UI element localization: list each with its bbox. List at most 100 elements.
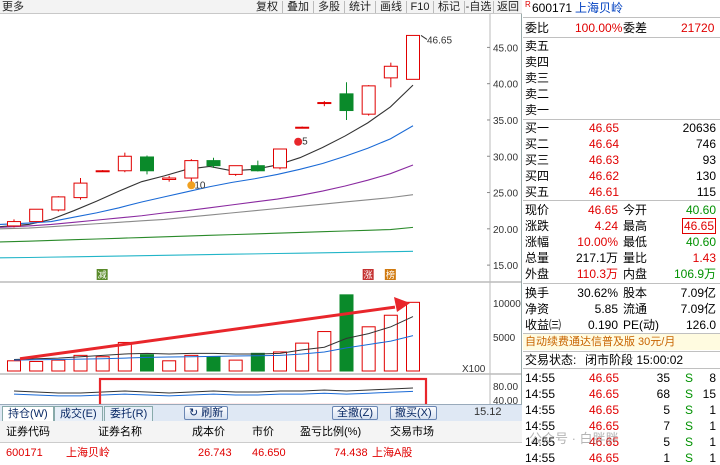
fuquan-button[interactable]: 复权 xyxy=(256,1,278,13)
candle[interactable] xyxy=(406,34,420,80)
kline-chart[interactable]: 45.00 40.00 35.00 30.00 25.00 20.00 15.00 10000… xyxy=(0,14,522,406)
multi-stock-button[interactable]: 多股 xyxy=(318,1,340,13)
promo-banner[interactable]: 自动续费通达信普及版 30元/月 xyxy=(523,334,720,350)
candle[interactable] xyxy=(250,160,265,172)
candle[interactable] xyxy=(273,148,287,170)
tag-zhang-icon[interactable] xyxy=(362,269,374,280)
toolbar-divider xyxy=(282,1,283,13)
col-profit-ratio[interactable]: 盈亏比例(%) xyxy=(300,426,362,438)
trade-side: S xyxy=(685,435,694,449)
mark-button[interactable]: 标记 xyxy=(438,1,460,13)
buy-price[interactable]: 46.61 xyxy=(589,185,620,199)
tab-orders[interactable]: 委托(R) xyxy=(104,406,154,421)
stat-label: 最低 xyxy=(623,235,648,249)
candle[interactable] xyxy=(184,159,199,184)
candle[interactable] xyxy=(140,155,154,175)
sell-row: 卖三 xyxy=(523,70,720,86)
remove-watchlist-button[interactable]: -自选 xyxy=(465,1,492,13)
candle[interactable] xyxy=(295,126,310,129)
tab-position[interactable]: 持仓(W) xyxy=(2,406,54,421)
cancel-all-button[interactable]: 全撤(Z) xyxy=(332,406,379,420)
more-button[interactable]: 更多 xyxy=(2,1,24,13)
col-cost[interactable]: 成本价 xyxy=(192,426,225,438)
rzrq-marker: R xyxy=(525,0,531,9)
candle[interactable] xyxy=(51,196,66,212)
position-panel: 持仓(W) 成交(E) 委托(R) ↻ 刷新 全撤(Z) 撤买(X) 15.12… xyxy=(0,404,522,465)
volume-bar[interactable] xyxy=(295,342,310,372)
stat-value: 217.1万 xyxy=(575,251,618,265)
refresh-icon: ↻ xyxy=(189,407,202,419)
trade-volume: 35 xyxy=(656,371,670,385)
tag-jian-icon[interactable] xyxy=(96,269,108,280)
candle[interactable] xyxy=(361,85,376,116)
buy-price[interactable]: 46.63 xyxy=(589,153,620,167)
volume-bar[interactable] xyxy=(73,354,88,372)
volume-bar[interactable] xyxy=(250,352,265,372)
col-name[interactable]: 证券名称 xyxy=(98,426,142,438)
volume-bar[interactable] xyxy=(184,354,199,372)
cancel-buy-button[interactable]: 撤买(X) xyxy=(390,406,437,420)
stat-label: 今开 xyxy=(623,203,648,217)
candle[interactable] xyxy=(206,157,221,168)
candle-body xyxy=(117,155,132,172)
candle[interactable] xyxy=(73,178,88,200)
event-marker-icon[interactable] xyxy=(187,181,196,190)
statistics-button[interactable]: 统计 xyxy=(349,1,371,13)
trade-price: 46.65 xyxy=(589,403,620,417)
volume-bar[interactable] xyxy=(228,359,243,372)
volume-bar[interactable] xyxy=(95,356,110,372)
buy-price[interactable]: 46.64 xyxy=(589,137,620,151)
volume-bar[interactable] xyxy=(7,360,21,372)
candle[interactable] xyxy=(7,219,21,228)
stat-label: 量比 xyxy=(623,251,648,265)
buy-volume: 20636 xyxy=(682,121,716,135)
volume-bar[interactable] xyxy=(29,360,44,372)
chart-toolbar: 更多 复权 叠加 多股 统计 画线 F10 标记 -自选 返回 xyxy=(0,0,522,14)
stock-code: 600171 xyxy=(532,1,573,15)
trade-time: 14:55 xyxy=(525,371,556,385)
volume-bar[interactable] xyxy=(339,294,354,372)
sell-label: 卖二 xyxy=(525,87,550,101)
table-row[interactable]: 600171 上海贝岭 26.743 46.650 74.438 上海A股 xyxy=(0,443,522,465)
volume-bar[interactable] xyxy=(206,356,221,372)
volume-bar[interactable] xyxy=(140,354,154,372)
volume-bar[interactable] xyxy=(51,359,66,372)
trade-price: 46.65 xyxy=(589,435,620,449)
candle[interactable] xyxy=(339,82,354,120)
overlay-button[interactable]: 叠加 xyxy=(287,1,309,13)
volume-bar[interactable] xyxy=(406,301,420,372)
candle[interactable] xyxy=(95,170,110,173)
divider xyxy=(523,351,720,352)
volume-bar[interactable] xyxy=(162,360,177,372)
weibi-row: 委比 100.00% 委差 21720 xyxy=(523,20,720,36)
f10-button[interactable]: F10 xyxy=(410,1,430,13)
candle[interactable] xyxy=(162,175,177,182)
tab-deals[interactable]: 成交(E) xyxy=(54,406,103,421)
tag-bang-icon[interactable] xyxy=(384,269,396,280)
col-market-price[interactable]: 市价 xyxy=(252,426,274,438)
volume-bar[interactable] xyxy=(317,331,332,372)
trade-side: S xyxy=(685,419,694,433)
candle[interactable] xyxy=(383,62,398,88)
toolbar-divider xyxy=(406,1,407,13)
candle[interactable] xyxy=(117,152,132,173)
volume-bar[interactable] xyxy=(383,314,398,372)
volume-bar[interactable] xyxy=(361,326,376,372)
col-market[interactable]: 交易市场 xyxy=(390,426,434,438)
candle[interactable] xyxy=(317,101,332,107)
volume-ma-line xyxy=(13,335,414,361)
volume-bar[interactable] xyxy=(273,351,287,372)
event-marker-icon[interactable] xyxy=(294,137,303,146)
candle[interactable] xyxy=(228,165,243,176)
draw-line-button[interactable]: 画线 xyxy=(380,1,402,13)
divider xyxy=(523,368,720,369)
fin-value: 30.62% xyxy=(577,286,618,300)
col-code[interactable]: 证券代码 xyxy=(6,426,50,438)
buy-price[interactable]: 46.65 xyxy=(589,121,620,135)
candle[interactable] xyxy=(29,208,44,223)
back-button[interactable]: 返回 xyxy=(497,1,519,13)
refresh-button[interactable]: ↻ 刷新 xyxy=(184,406,229,420)
fin-label: 净资 xyxy=(525,302,550,316)
volume-bar[interactable] xyxy=(117,341,132,372)
buy-price[interactable]: 46.62 xyxy=(589,169,620,183)
